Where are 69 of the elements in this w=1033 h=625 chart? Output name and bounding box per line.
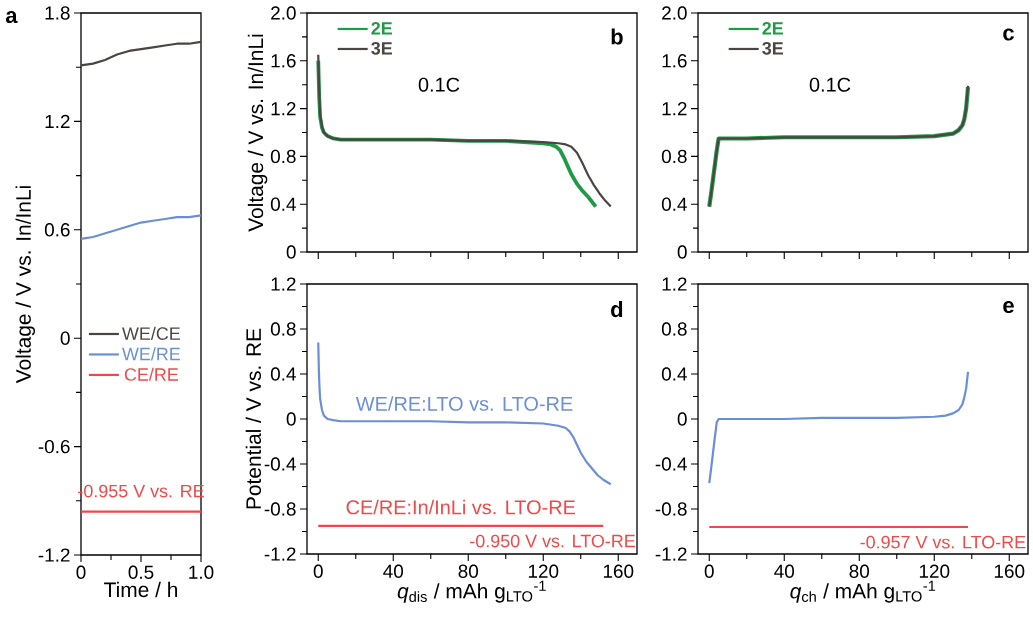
y-tick-label: 0.6 xyxy=(44,223,70,237)
y-tick-label: -0.4 xyxy=(264,457,296,471)
chart-title: c xyxy=(1003,28,1014,41)
series-label: CE/RE:In/InLi vs. LTO-RE xyxy=(346,499,576,515)
legend-label: 2E xyxy=(762,21,784,35)
y-tick-label: -0.4 xyxy=(655,457,687,471)
legend-label: WE/CE xyxy=(122,326,180,340)
text: b xyxy=(611,28,623,45)
y-axis-title: Potential / V vs. RE xyxy=(245,328,262,509)
y-tick-label: 0.4 xyxy=(270,367,296,381)
series-label: WE/RE:LTO vs. LTO-RE xyxy=(355,396,573,411)
text: e xyxy=(1003,301,1014,314)
y-tick-label: 0.8 xyxy=(661,149,687,164)
y-tick-label: 1.2 xyxy=(45,114,70,129)
x-tick-label: 0.5 xyxy=(128,565,154,579)
y-tick-label: 0 xyxy=(60,331,70,345)
y-tick-label: 1.2 xyxy=(271,277,296,291)
x-tick-label: 1.0 xyxy=(189,565,214,579)
y-tick-label: 0 xyxy=(286,245,296,259)
y-tick-label: 1.2 xyxy=(271,101,296,116)
y-tick-label: 2.0 xyxy=(662,6,687,20)
y-tick-label: -1.2 xyxy=(264,547,296,561)
x-tick-label: 80 xyxy=(458,564,479,578)
x-axis-title: q$_{dis}$ / mAh g$_{LTO}$-1 xyxy=(397,580,546,603)
y-tick-label: -0.8 xyxy=(264,502,296,516)
x-tick-label: 40 xyxy=(774,564,795,578)
y-tick-label: 0 xyxy=(677,245,687,259)
x-tick-label: 0 xyxy=(704,564,714,578)
legend-label: CE/RE xyxy=(124,367,178,381)
y-tick-label: 0.4 xyxy=(270,197,296,211)
x-tick-label: 80 xyxy=(849,564,870,578)
x-tick-label: 0 xyxy=(76,565,86,579)
text: d xyxy=(611,301,623,318)
y-tick-label: -1.2 xyxy=(655,547,687,561)
annotation: 0.1C xyxy=(809,77,851,92)
annotation: -0.957 V vs. LTO-RE xyxy=(860,535,1026,549)
x-tick-label: 160 xyxy=(994,564,1025,578)
legend-label: WE/RE xyxy=(122,347,180,361)
x-axis-title: q$_{ch}$ / mAh g$_{LTO}$-1 xyxy=(790,580,936,603)
legend-label: 3E xyxy=(371,41,393,55)
y-tick-label: 0.8 xyxy=(270,149,296,164)
y-tick-label: 1.2 xyxy=(662,277,687,291)
y-tick-label: 0.4 xyxy=(661,197,687,211)
y-axis-title: Voltage / V vs. In/InLi xyxy=(247,34,268,232)
y-tick-label: -0.6 xyxy=(38,439,70,454)
legend-label: 2E xyxy=(371,21,393,35)
y-tick-label: 1.6 xyxy=(271,54,296,68)
annotation: 0.1C xyxy=(418,77,460,92)
x-axis-title: Time / h xyxy=(104,581,178,598)
x-tick-label: 120 xyxy=(919,564,950,578)
y-tick-label: 0 xyxy=(286,412,296,426)
y-tick-label: 1.6 xyxy=(662,54,687,68)
x-tick-label: 160 xyxy=(603,564,634,578)
legend-label: 3E xyxy=(762,41,784,55)
y-tick-label: 2.0 xyxy=(271,6,296,20)
y-tick-label: -1.2 xyxy=(38,548,70,562)
annotation: -0.950 V vs. LTO-RE xyxy=(470,534,635,548)
chart-title: a xyxy=(5,11,18,24)
y-axis-title: Voltage / V vs. In/InLi xyxy=(15,186,36,384)
x-tick-label: 40 xyxy=(383,564,404,578)
y-tick-label: 0.4 xyxy=(661,367,687,381)
x-tick-label: 120 xyxy=(528,564,559,578)
y-tick-label: 1.8 xyxy=(45,6,70,20)
y-tick-label: -0.8 xyxy=(655,502,687,516)
y-tick-label: 0.8 xyxy=(661,322,687,336)
y-tick-label: 0.8 xyxy=(270,322,296,336)
y-tick-label: 0 xyxy=(677,412,687,426)
y-tick-label: 1.2 xyxy=(662,101,687,116)
x-tick-label: 0 xyxy=(313,564,323,578)
